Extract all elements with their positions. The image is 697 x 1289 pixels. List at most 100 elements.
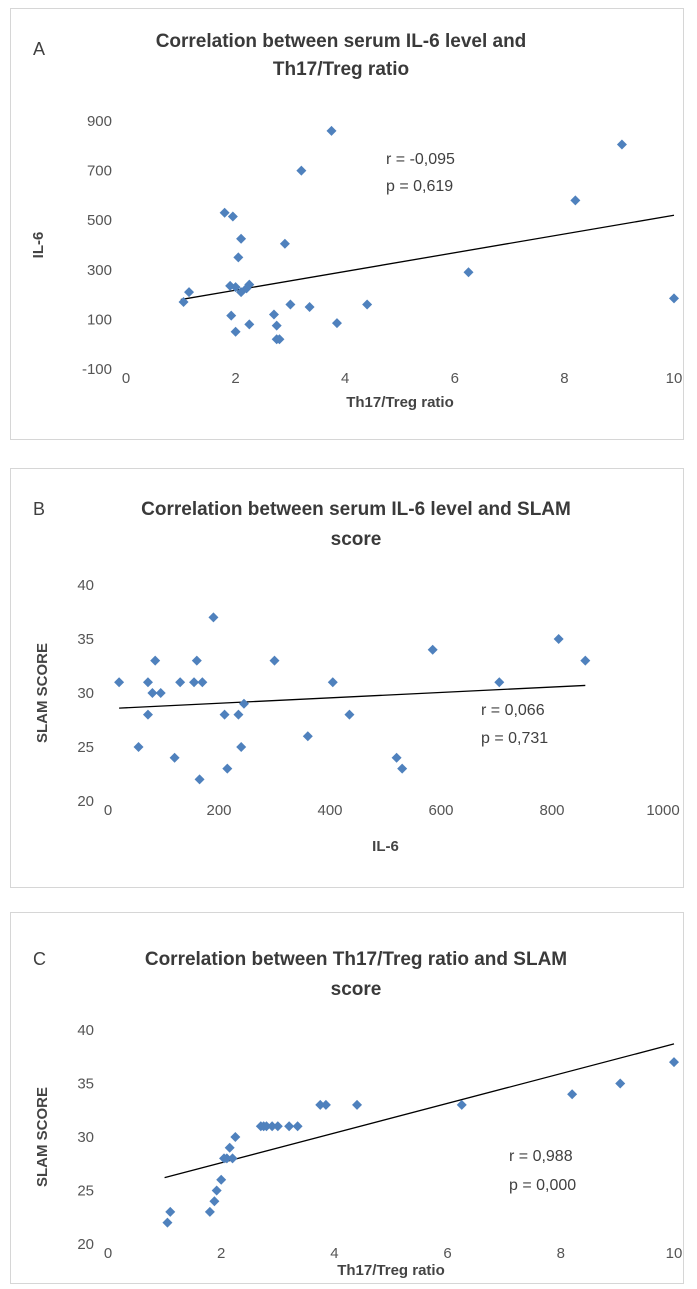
chart-title-line: Th17/Treg ratio — [273, 59, 409, 80]
x-tick-label: 200 — [206, 802, 231, 819]
data-point — [567, 1089, 578, 1100]
data-point — [233, 252, 244, 263]
data-point — [391, 752, 402, 763]
chart-title-line: score — [331, 979, 382, 1000]
data-point — [178, 297, 189, 308]
stat-annotation: r = -0,095 — [386, 151, 455, 168]
y-axis-label: SLAM SCORE — [34, 643, 51, 743]
x-tick-label: 10 — [666, 370, 683, 387]
x-axis-label: IL-6 — [372, 838, 399, 855]
data-point — [615, 1078, 626, 1089]
y-tick-label: 100 — [87, 311, 112, 328]
y-tick-label: 500 — [87, 212, 112, 229]
data-point — [236, 742, 247, 752]
data-point — [150, 655, 161, 666]
y-tick-label: 25 — [77, 739, 94, 756]
data-point — [224, 1142, 235, 1153]
data-point — [162, 1217, 173, 1228]
chart-title-line: Correlation between serum IL-6 level and… — [141, 499, 571, 520]
x-tick-label: 1000 — [646, 802, 679, 819]
stat-annotation: r = 0,066 — [481, 702, 545, 719]
data-point — [227, 1153, 238, 1164]
data-point — [362, 299, 373, 310]
data-point — [285, 299, 296, 310]
chart-title-line: Correlation between serum IL-6 level and — [156, 31, 527, 52]
chart-c-svg: C Correlation between Th17/Treg ratio and… — [33, 949, 683, 1279]
trend-line — [180, 214, 675, 301]
x-axis-label: Th17/Treg ratio — [346, 394, 454, 411]
data-point — [189, 677, 200, 688]
data-point — [320, 1099, 331, 1110]
y-tick-label: 35 — [77, 631, 94, 648]
y-tick-label: 20 — [77, 793, 94, 810]
y-tick-label: 40 — [77, 1022, 94, 1039]
y-tick-label: 25 — [77, 1183, 94, 1200]
data-point — [147, 688, 158, 698]
data-point — [238, 698, 249, 709]
data-point — [284, 1121, 295, 1132]
data-point — [244, 319, 255, 330]
x-tick-label: 0 — [104, 802, 112, 819]
data-point — [344, 709, 355, 720]
data-point — [230, 282, 241, 293]
data-point — [204, 1206, 215, 1217]
data-point — [230, 326, 241, 337]
data-point — [427, 644, 438, 655]
data-point — [494, 677, 505, 688]
data-point — [194, 774, 205, 785]
x-axis-label: Th17/Treg ratio — [337, 1262, 445, 1279]
x-tick-label: 8 — [557, 1245, 565, 1262]
x-tick-label: 800 — [539, 802, 564, 819]
y-tick-label: -100 — [82, 361, 112, 378]
data-point — [456, 1099, 467, 1110]
data-point — [292, 1121, 303, 1132]
x-tick-label: 0 — [122, 370, 130, 387]
panel-letter: B — [33, 499, 45, 519]
x-tick-label: 4 — [330, 1245, 338, 1262]
data-point — [236, 233, 247, 244]
data-point — [327, 677, 338, 688]
y-tick-label: 900 — [87, 113, 112, 130]
data-point — [580, 655, 591, 666]
data-point — [272, 1121, 283, 1132]
trend-line — [119, 684, 586, 709]
data-point — [271, 320, 282, 331]
data-point — [331, 318, 342, 329]
data-point — [267, 1121, 278, 1132]
x-tick-label: 600 — [428, 802, 453, 819]
data-point — [463, 267, 474, 278]
x-tick-label: 8 — [560, 370, 568, 387]
data-point — [315, 1099, 326, 1110]
data-point — [142, 709, 153, 720]
data-point — [155, 688, 166, 698]
data-point — [219, 709, 230, 720]
data-point — [221, 1153, 232, 1164]
data-point — [169, 752, 180, 763]
stat-annotation: p = 0,731 — [481, 730, 548, 747]
x-tick-label: 2 — [231, 370, 239, 387]
chart-panel-c: C Correlation between Th17/Treg ratio and… — [10, 912, 684, 1284]
y-tick-label: 35 — [77, 1076, 94, 1093]
trend-line — [164, 1043, 675, 1179]
chart-b-svg: B Correlation between serum IL-6 level an… — [33, 499, 680, 855]
x-tick-label: 6 — [451, 370, 459, 387]
data-point — [227, 211, 238, 222]
data-point — [669, 293, 679, 304]
data-point — [175, 677, 186, 688]
data-point — [302, 731, 313, 742]
data-point — [268, 309, 279, 320]
y-axis-label: SLAM SCORE — [34, 1087, 51, 1187]
stat-annotation: r = 0,988 — [509, 1148, 573, 1165]
x-tick-label: 4 — [341, 370, 349, 387]
data-point — [296, 165, 307, 176]
y-tick-label: 40 — [77, 577, 94, 594]
chart-title-line: score — [331, 529, 382, 550]
x-tick-label: 10 — [666, 1245, 683, 1262]
data-point — [244, 279, 255, 290]
data-point — [616, 139, 627, 150]
data-point — [133, 742, 144, 752]
data-point — [219, 207, 230, 218]
data-point — [352, 1099, 363, 1110]
data-point — [570, 195, 581, 206]
data-point — [165, 1206, 176, 1217]
